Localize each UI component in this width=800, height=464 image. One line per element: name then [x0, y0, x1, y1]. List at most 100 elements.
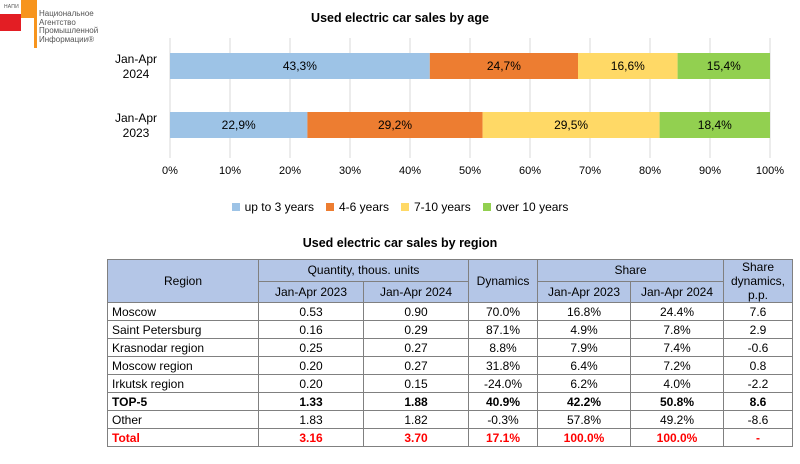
bar-segment [429, 53, 578, 79]
table-cell-q2023: 3.16 [258, 428, 364, 447]
table-row: Krasnodar region 0.25 0.27 8.8% 7.9% 7.4% -0.6 [107, 338, 793, 357]
legend-swatch [482, 203, 491, 211]
table-row: Irkutsk region 0.20 0.15 -24.0% 6.2% 4.0% -2.2 [107, 374, 793, 393]
table-cell-sdyn: 8.6 [723, 392, 793, 411]
table-cell-s2024: 50.8% [630, 392, 724, 411]
table-cell-q2024: 1.88 [363, 392, 469, 411]
table-cell-dyn: 8.8% [468, 338, 538, 357]
table-cell-s2024: 7.2% [630, 356, 724, 375]
table-cell-s2023: 100.0% [537, 428, 631, 447]
header-share-2024: Jan-Apr 2024 [630, 280, 724, 303]
table-cell-region: Other [107, 410, 259, 429]
table-cell-region: Krasnodar region [107, 338, 259, 357]
table-cell-q2023: 0.16 [258, 320, 364, 339]
header-dynamics: Dynamics [468, 259, 538, 303]
table-cell-s2024: 4.0% [630, 374, 724, 393]
table-title: Used electric car sales by region [302, 236, 498, 250]
data-label: 29,2% [378, 118, 412, 132]
legend-item: 7-10 years [401, 200, 471, 214]
category-label: Jan-Apr [115, 52, 157, 66]
table-cell-dyn: -0.3% [468, 410, 538, 429]
x-tick-label: 10% [219, 165, 241, 177]
legend-swatch [401, 203, 409, 211]
table-cell-sdyn: -0.6 [723, 338, 793, 357]
table-cell-s2023: 42.2% [537, 392, 631, 411]
table-cell-q2024: 3.70 [363, 428, 469, 447]
table-cell-sdyn: 7.6 [723, 302, 793, 321]
bar-segment [578, 53, 678, 79]
table-cell-s2023: 57.8% [537, 410, 631, 429]
bar-segment [659, 112, 770, 138]
table-cell-s2024: 100.0% [630, 428, 724, 447]
header-quantity-2024: Jan-Apr 2024 [363, 280, 469, 303]
table-cell-s2024: 49.2% [630, 410, 724, 429]
logo-red-square [0, 14, 21, 31]
x-tick-label: 90% [699, 165, 721, 177]
table-cell-dyn: 31.8% [468, 356, 538, 375]
table-cell-q2023: 1.83 [258, 410, 364, 429]
table-row: Saint Petersburg 0.16 0.29 87.1% 4.9% 7.8% 2.9 [107, 320, 793, 339]
category-label: Jan-Apr [115, 111, 157, 125]
legend-label: 7-10 years [414, 200, 471, 214]
table-cell-region: Moscow [107, 302, 259, 321]
x-tick-label: 0% [162, 165, 178, 177]
table-cell-sdyn: - [723, 428, 793, 447]
table-cell-dyn: 17.1% [468, 428, 538, 447]
table-row: Total 3.16 3.70 17.1% 100.0% 100.0% - [107, 428, 793, 447]
chart-title: Used electric car sales by age [311, 11, 489, 25]
logo-orange-square [21, 0, 37, 18]
bar-segment [170, 112, 308, 138]
table-cell-q2024: 0.15 [363, 374, 469, 393]
table-cell-dyn: 70.0% [468, 302, 538, 321]
table-cell-q2023: 0.53 [258, 302, 364, 321]
bar-segment [170, 53, 430, 79]
legend-item: over 10 years [482, 200, 569, 214]
legend-label: over 10 years [495, 200, 569, 214]
legend-label: 4-6 years [338, 200, 389, 214]
data-label: 18,4% [698, 118, 732, 132]
table-cell-dyn: 40.9% [468, 392, 538, 411]
data-label: 29,5% [554, 118, 588, 132]
table-cell-s2023: 6.4% [537, 356, 631, 375]
data-label: 15,4% [707, 59, 741, 73]
data-label: 22,9% [222, 118, 256, 132]
table-cell-region: Moscow region [107, 356, 259, 375]
logo-abbr: НАПИ [4, 4, 19, 10]
x-tick-label: 60% [519, 165, 541, 177]
table-cell-s2024: 24.4% [630, 302, 724, 321]
category-label: 2023 [123, 126, 150, 140]
table-cell-q2023: 0.20 [258, 374, 364, 393]
table-row: Other 1.83 1.82 -0.3% 57.8% 49.2% -8.6 [107, 410, 793, 429]
logo-name: Национальное Агентство Промышленной Инфо… [39, 9, 99, 44]
data-label: 43,3% [283, 59, 317, 73]
table-cell-q2023: 1.33 [258, 392, 364, 411]
bar-segment [307, 112, 483, 138]
header-quantity: Quantity, thous. units [258, 259, 469, 282]
table-row: TOP-5 1.33 1.88 40.9% 42.2% 50.8% 8.6 [107, 392, 793, 411]
table-cell-q2023: 0.25 [258, 338, 364, 357]
table-cell-dyn: 87.1% [468, 320, 538, 339]
x-tick-label: 20% [279, 165, 301, 177]
header-share-dynamics: Share dynamics, p.p. [723, 259, 793, 303]
table-cell-sdyn: -8.6 [723, 410, 793, 429]
header-quantity-2023: Jan-Apr 2023 [258, 280, 364, 303]
table-cell-region: Saint Petersburg [107, 320, 259, 339]
table-cell-s2023: 7.9% [537, 338, 631, 357]
table-body: Moscow 0.53 0.90 70.0% 16.8% 24.4% 7.6 Saint Pe… [107, 302, 793, 447]
table-cell-sdyn: 0.8 [723, 356, 793, 375]
legend-swatch [325, 203, 334, 211]
header-share: Share [537, 259, 724, 282]
table-cell-s2023: 6.2% [537, 374, 631, 393]
x-tick-label: 40% [399, 165, 421, 177]
table-cell-s2024: 7.8% [630, 320, 724, 339]
bar-segment [677, 53, 770, 79]
table-cell-sdyn: 2.9 [723, 320, 793, 339]
age-bar-chart: 0% 10% 20% 30% 40% 50% 60% 70% 80% 90% 100% Jan-Apr… [115, 38, 784, 177]
legend-label: up to 3 years [244, 200, 314, 214]
x-tick-label: 50% [459, 165, 481, 177]
table-cell-q2023: 0.20 [258, 356, 364, 375]
chart-legend: up to 3 years 4-6 years 7-10 years over 10 … [0, 200, 800, 214]
x-tick-label: 70% [579, 165, 601, 177]
table-cell-q2024: 0.27 [363, 356, 469, 375]
table-cell-region: Total [107, 428, 259, 447]
